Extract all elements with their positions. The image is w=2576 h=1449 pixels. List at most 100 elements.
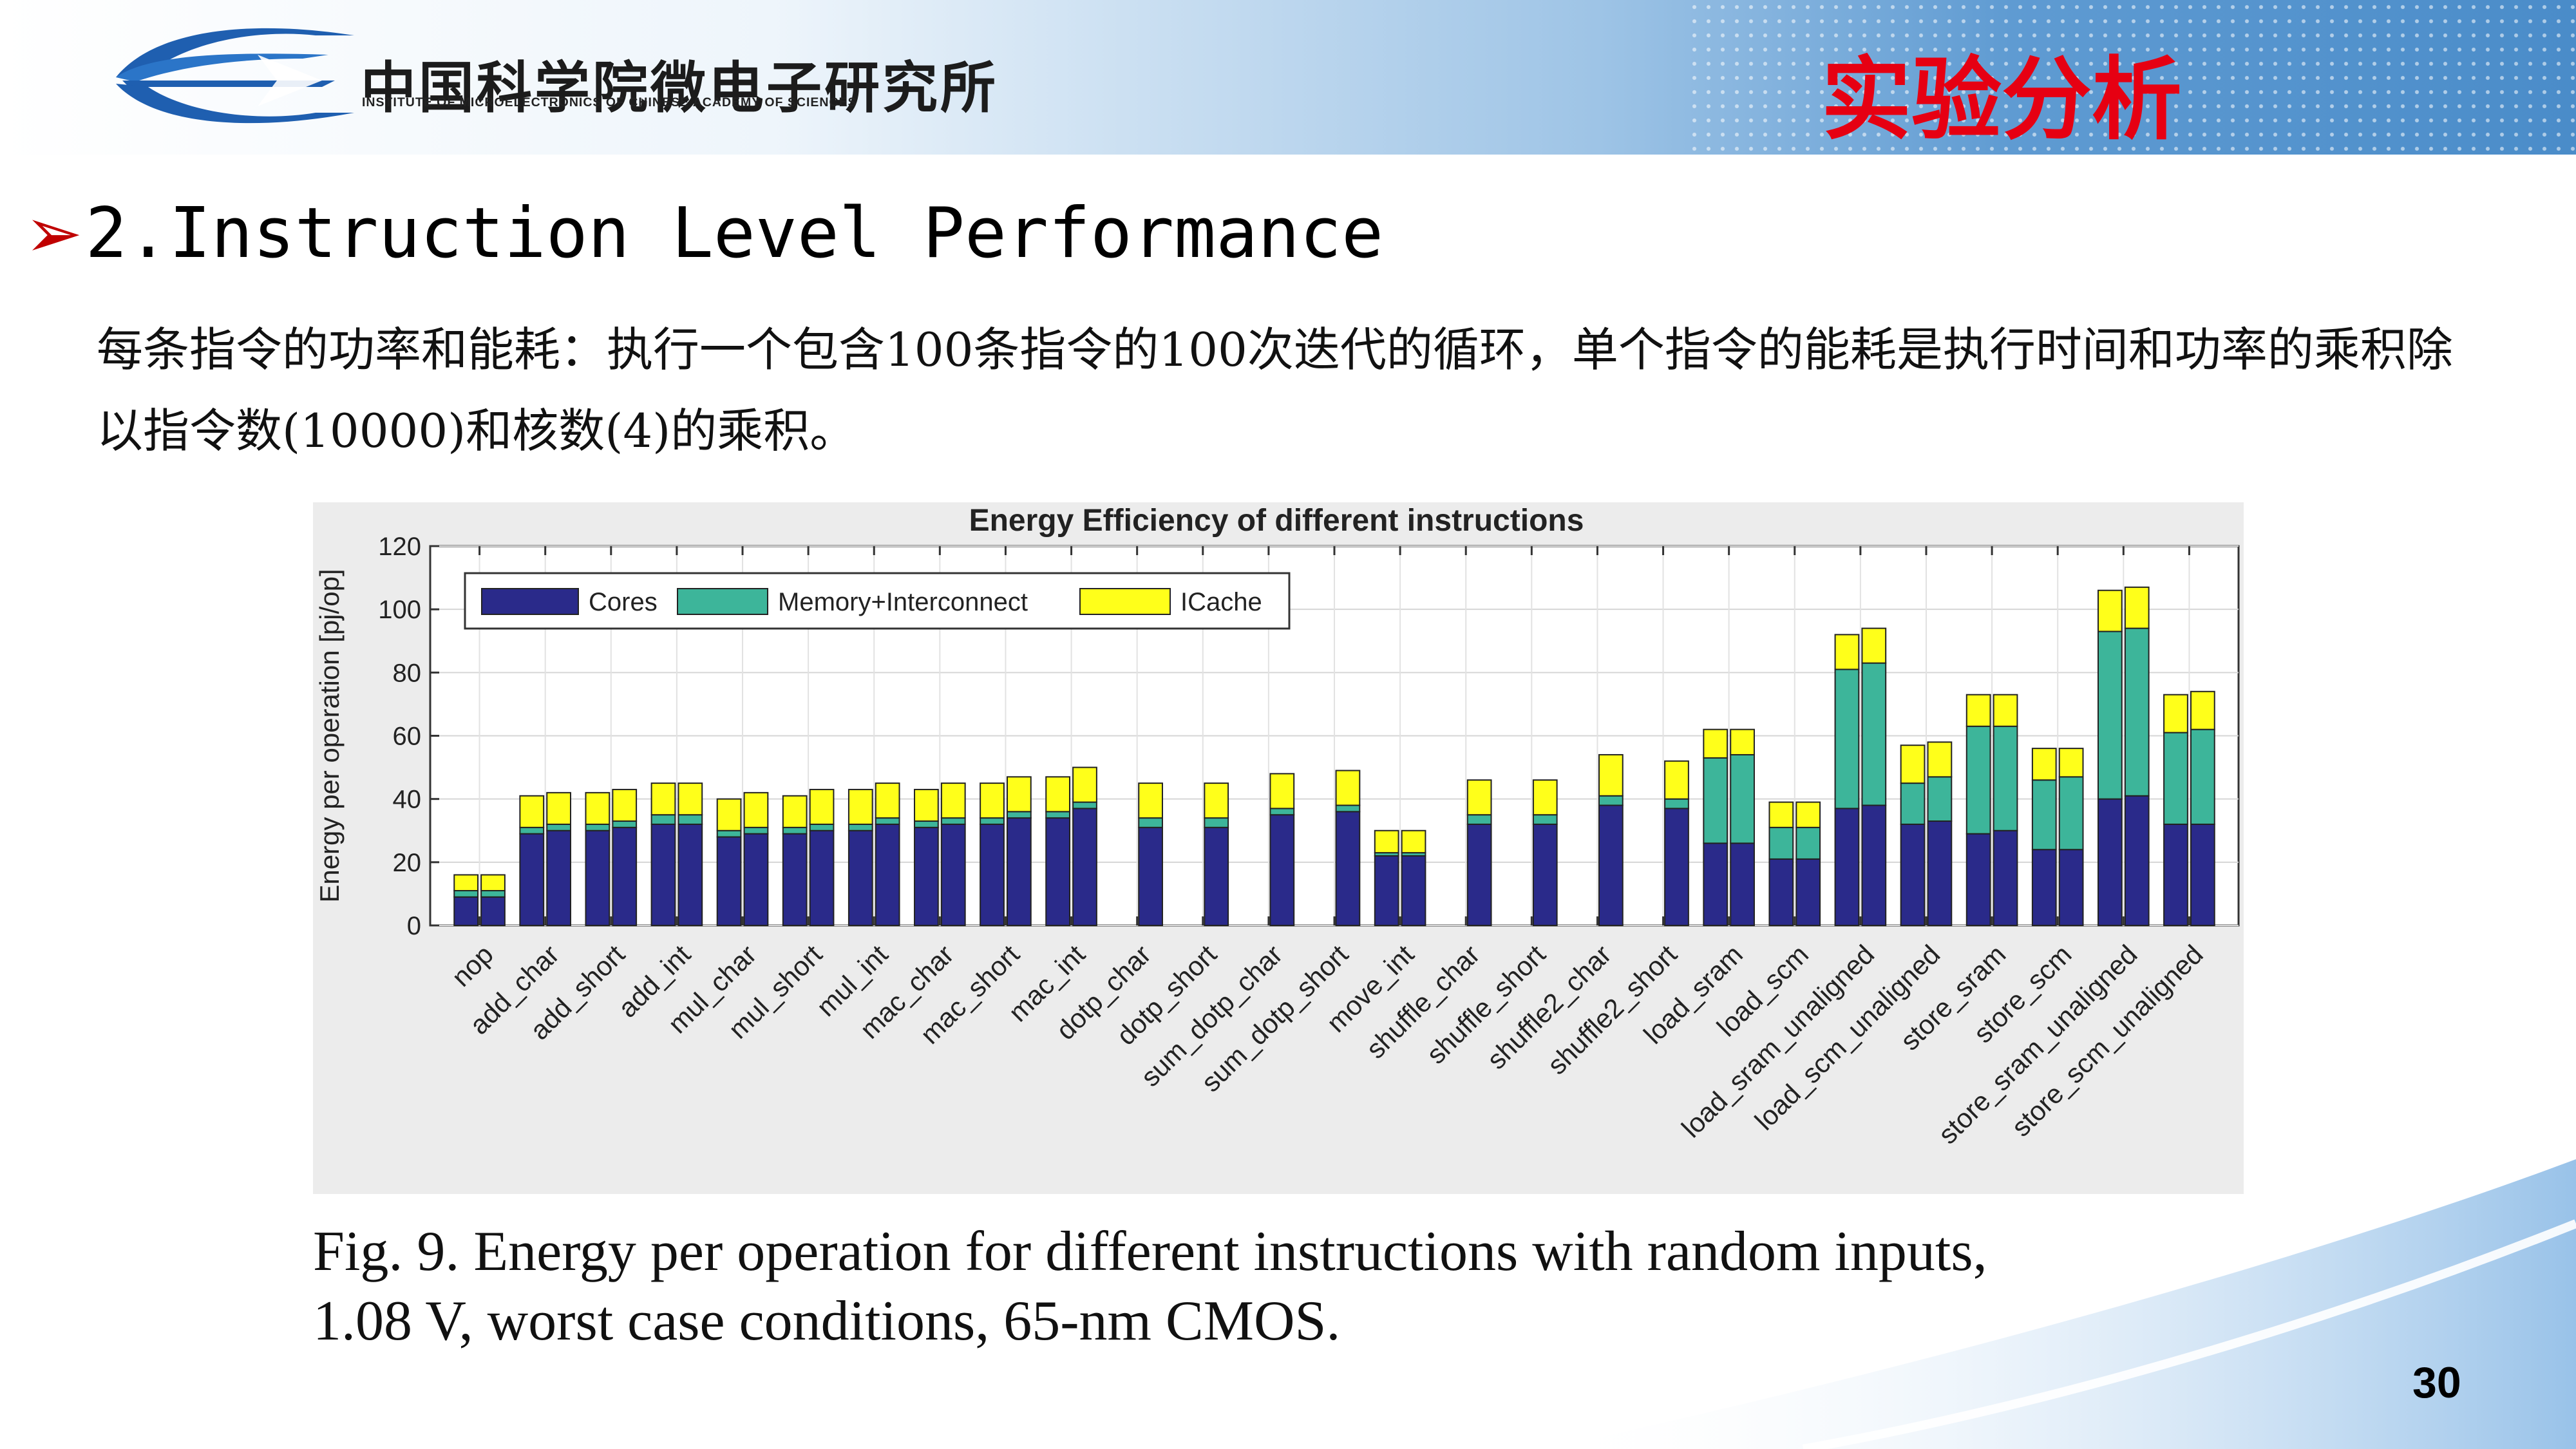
bar-mac_char-1-cores [914,826,939,927]
bar-mul_char-1-memory-interconnect [716,829,742,838]
bar-move_int-2-cores [1401,855,1426,926]
y-tick-label: 40 [393,786,422,814]
bar-load_scm_unaligned-2-icache [1927,741,1953,778]
bar-load_sram_unaligned-2-cores [1861,804,1887,926]
bar-mac_short-2-memory-interconnect [1007,811,1032,819]
bar-add_short-2-icache [612,788,638,822]
bar-load_scm-2-icache [1795,801,1821,828]
y-axis-label: Energy per operation [pj/op] [314,569,345,902]
bar-store_scm-2-cores [2058,849,2084,927]
bar-dotp_char-2-icache [1138,782,1163,819]
bar-load_sram_unaligned-1-cores [1834,808,1860,926]
bar-add_char-2-icache [546,791,572,825]
bar-store_scm_unaligned-2-icache [2190,690,2215,730]
bar-load_sram_unaligned-2-icache [1861,627,1887,664]
bar-load_sram-2-icache [1730,728,1755,755]
bar-load_sram_unaligned-1-icache [1834,634,1860,670]
bar-store_sram_unaligned-1-icache [2097,589,2123,632]
bar-add_int-1-cores [650,823,676,926]
bar-store_scm_unaligned-2-memory-interconnect [2190,728,2215,825]
section-title: 实验分析 [1821,48,2183,153]
legend-label: Cores [589,588,658,616]
bar-nop-2-icache [480,874,506,892]
bar-store_sram-2-icache [1993,694,2018,727]
bar-store_sram_unaligned-2-icache [2124,586,2150,629]
bar-mul_short-2-icache [809,788,835,825]
bar-sum_dotp_char-2-memory-interconnect [1269,808,1295,816]
bar-shuffle2_short-2-cores [1664,808,1689,926]
bar-store_scm_unaligned-1-memory-interconnect [2163,732,2188,825]
bar-shuffle2_char-2-memory-interconnect [1598,795,1624,806]
bar-mac_int-1-cores [1045,817,1071,926]
bar-shuffle_short-2-cores [1532,823,1558,926]
bar-load_sram-2-cores [1730,842,1755,927]
bar-store_sram_unaligned-1-cores [2097,798,2123,926]
bar-move_int-1-icache [1374,829,1399,854]
bar-store_scm-1-icache [2031,748,2057,781]
bar-mac_char-2-icache [940,782,966,819]
chart-container: 0 20 40 60 80 100 120 nop add_char add_short add_i… [313,502,2244,1194]
y-tick-label: 0 [407,912,421,940]
bar-shuffle_char-2-cores [1466,823,1492,926]
legend-swatch-cores [481,588,579,615]
bar-mac_char-2-memory-interconnect [940,817,966,825]
header-dot-pattern [1687,0,2576,155]
bar-load_scm-1-cores [1768,858,1794,926]
bar-mul_short-2-memory-interconnect [809,823,835,831]
bar-shuffle_short-2-icache [1532,779,1558,816]
bar-store_scm_unaligned-1-icache [2163,694,2188,734]
bar-mac_short-1-cores [980,823,1005,926]
slide-description: 每条指令的功率和能耗：执行一个包含100条指令的100次迭代的循环，单个指令的能… [97,323,2453,458]
y-tick-label: 120 [378,533,421,561]
bar-shuffle2_char-2-cores [1598,804,1624,926]
bar-mac_int-2-memory-interconnect [1072,801,1097,810]
y-tick-label: 100 [378,596,421,624]
bar-store_sram-2-cores [1993,829,2018,926]
bar-mac_int-2-cores [1072,808,1097,926]
bar-store_scm-1-memory-interconnect [2031,779,2057,851]
bar-nop-2-memory-interconnect [480,890,506,898]
bar-store_scm-1-cores [2031,849,2057,927]
bar-add_short-2-memory-interconnect [612,820,638,828]
arrow-bullet-icon: ➢ [24,193,83,274]
bar-shuffle2_char-2-icache [1598,753,1624,797]
bar-mul_int-1-cores [848,829,873,926]
bar-load_scm_unaligned-2-cores [1927,820,1953,926]
bar-dotp_char-2-cores [1138,826,1163,927]
bar-store_scm_unaligned-2-cores [2190,823,2215,926]
bar-load_scm-2-cores [1795,858,1821,926]
bar-mul_char-2-icache [743,791,769,828]
bar-add_char-1-memory-interconnect [519,826,545,835]
bar-mul_char-2-cores [743,833,769,926]
bar-mac_short-1-memory-interconnect [980,817,1005,825]
bar-add_short-2-cores [612,826,638,927]
institute-name-cn: 中国科学院微电子研究所 [361,56,998,120]
bar-mac_short-1-icache [980,782,1005,819]
bar-add_char-1-cores [519,833,545,926]
bar-store_sram-2-memory-interconnect [1993,725,2018,831]
bar-mul_short-1-icache [782,795,808,828]
bar-nop-1-memory-interconnect [453,890,479,898]
legend-label: ICache [1180,588,1262,616]
slide-header: 中国科学院微电子研究所 INSTITUTE OF MICROELECTRONIC… [0,0,2576,155]
bar-add_short-1-cores [585,829,611,926]
bar-mac_short-2-cores [1007,817,1032,926]
bar-mac_int-1-memory-interconnect [1045,811,1071,819]
bar-sum_dotp_short-2-cores [1335,811,1361,926]
y-tick-label: 80 [393,659,422,687]
bar-load_sram_unaligned-1-memory-interconnect [1834,668,1860,810]
figure-caption-line-2: 1.08 V, worst case conditions, 65-nm CMO… [313,1290,1341,1352]
bar-store_sram-1-icache [1965,694,1991,727]
institute-name-en: INSTITUTE OF MICROELECTRONICS OF CHINESE… [362,95,857,109]
bar-mac_char-1-memory-interconnect [914,820,939,828]
bar-sum_dotp_char-2-icache [1269,773,1295,810]
bar-mul_short-1-memory-interconnect [782,826,808,835]
bar-mac_short-2-icache [1007,776,1032,813]
bar-store_sram-1-memory-interconnect [1965,725,1991,835]
bar-mac_int-1-icache [1045,776,1071,813]
bar-sum_dotp_char-2-cores [1269,814,1295,927]
bar-mul_int-1-icache [848,788,873,825]
bar-add_char-1-icache [519,795,545,828]
bar-add_short-1-icache [585,791,611,825]
bar-mul_int-2-cores [875,823,900,926]
